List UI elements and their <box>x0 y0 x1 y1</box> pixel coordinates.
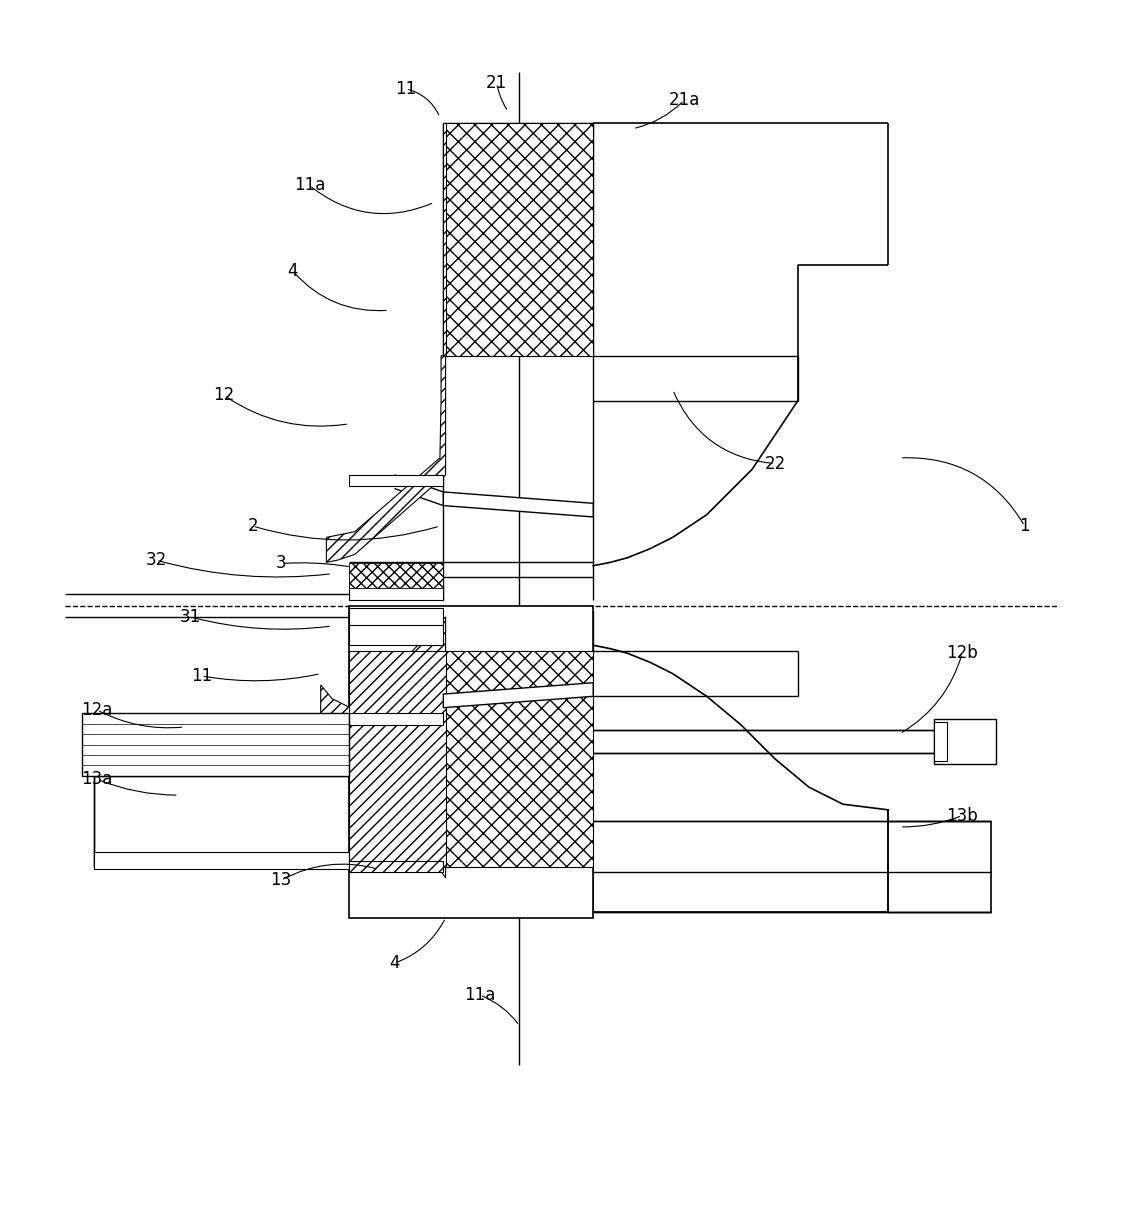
Text: 31: 31 <box>179 608 201 626</box>
Polygon shape <box>326 356 446 562</box>
Bar <box>82 713 349 724</box>
Bar <box>82 713 349 776</box>
Bar <box>94 776 349 867</box>
Bar <box>349 475 444 487</box>
Polygon shape <box>321 616 446 878</box>
Bar <box>82 754 349 765</box>
Text: 11: 11 <box>395 80 416 98</box>
Text: 11a: 11a <box>464 986 495 1004</box>
Text: 11a: 11a <box>293 177 325 195</box>
Bar <box>349 713 444 724</box>
Polygon shape <box>349 652 446 867</box>
Text: 22: 22 <box>764 454 785 472</box>
Bar <box>82 745 349 754</box>
Bar <box>349 608 444 626</box>
Bar <box>349 563 444 589</box>
Text: 32: 32 <box>145 551 167 569</box>
Bar <box>349 625 444 645</box>
Text: 11: 11 <box>191 667 212 685</box>
Text: 4: 4 <box>389 954 399 972</box>
Bar <box>349 586 444 599</box>
Bar <box>94 851 349 869</box>
Text: 13b: 13b <box>946 807 978 825</box>
Text: 12a: 12a <box>81 701 113 719</box>
Text: 4: 4 <box>288 262 298 280</box>
Bar <box>82 724 349 734</box>
Bar <box>82 734 349 745</box>
Text: 1: 1 <box>1019 517 1030 535</box>
Polygon shape <box>349 861 444 872</box>
Polygon shape <box>444 492 593 517</box>
Polygon shape <box>444 683 593 707</box>
Bar <box>444 652 593 867</box>
Text: 13a: 13a <box>81 770 113 788</box>
Text: 2: 2 <box>248 517 258 535</box>
Text: 13: 13 <box>270 871 292 889</box>
Bar <box>82 765 349 776</box>
Bar <box>933 719 996 764</box>
Text: 12b: 12b <box>946 644 978 662</box>
Text: 12: 12 <box>213 386 235 404</box>
Bar <box>349 606 593 918</box>
Text: 3: 3 <box>276 555 286 573</box>
Text: 21a: 21a <box>669 91 699 109</box>
Text: 21: 21 <box>486 74 508 92</box>
Bar <box>444 124 593 356</box>
Polygon shape <box>444 124 446 356</box>
Bar <box>933 723 947 761</box>
